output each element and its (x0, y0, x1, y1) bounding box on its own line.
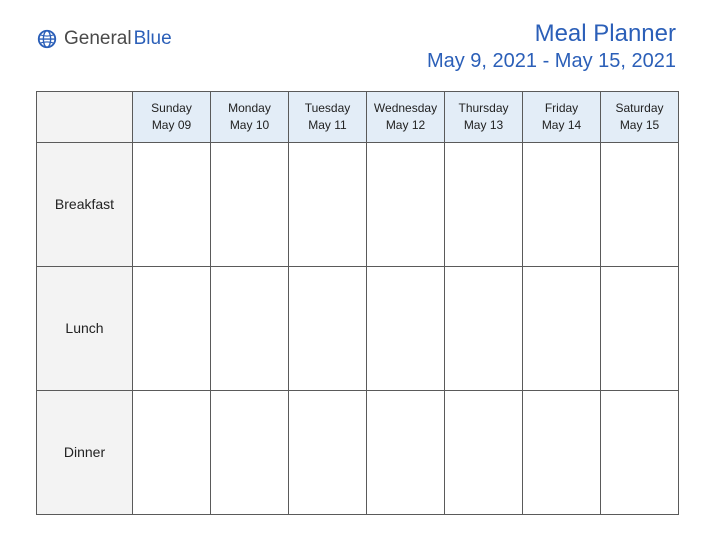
day-name: Tuesday (291, 100, 364, 117)
header: General Blue Meal Planner May 9, 2021 - … (36, 20, 676, 73)
brand-text-general: General (64, 28, 132, 50)
day-date: May 12 (369, 117, 442, 134)
meal-cell[interactable] (601, 142, 679, 266)
meal-cell[interactable] (289, 266, 367, 390)
brand-logo: General Blue (36, 28, 172, 50)
globe-icon (36, 28, 58, 50)
day-header: Monday May 10 (211, 92, 289, 143)
day-name: Wednesday (369, 100, 442, 117)
day-date: May 14 (525, 117, 598, 134)
meal-planner-table: Sunday May 09 Monday May 10 Tuesday May … (36, 91, 679, 515)
meal-cell[interactable] (523, 142, 601, 266)
day-header: Tuesday May 11 (289, 92, 367, 143)
meal-cell[interactable] (289, 390, 367, 514)
day-header: Friday May 14 (523, 92, 601, 143)
day-name: Saturday (603, 100, 676, 117)
meal-row: Breakfast (37, 142, 679, 266)
date-range: May 9, 2021 - May 15, 2021 (427, 50, 676, 73)
meal-cell[interactable] (445, 266, 523, 390)
day-date: May 13 (447, 117, 520, 134)
meal-cell[interactable] (601, 390, 679, 514)
meal-cell[interactable] (133, 142, 211, 266)
day-header: Thursday May 13 (445, 92, 523, 143)
meal-cell[interactable] (601, 266, 679, 390)
day-date: May 10 (213, 117, 286, 134)
meal-row: Lunch (37, 266, 679, 390)
day-header: Saturday May 15 (601, 92, 679, 143)
meal-cell[interactable] (523, 390, 601, 514)
header-row: Sunday May 09 Monday May 10 Tuesday May … (37, 92, 679, 143)
day-header: Sunday May 09 (133, 92, 211, 143)
day-name: Monday (213, 100, 286, 117)
meal-cell[interactable] (367, 390, 445, 514)
meal-cell[interactable] (133, 390, 211, 514)
day-name: Sunday (135, 100, 208, 117)
day-date: May 15 (603, 117, 676, 134)
day-name: Thursday (447, 100, 520, 117)
day-date: May 09 (135, 117, 208, 134)
meal-label: Lunch (37, 266, 133, 390)
meal-cell[interactable] (289, 142, 367, 266)
meal-row: Dinner (37, 390, 679, 514)
meal-cell[interactable] (367, 142, 445, 266)
meal-cell[interactable] (367, 266, 445, 390)
meal-cell[interactable] (211, 390, 289, 514)
day-date: May 11 (291, 117, 364, 134)
meal-label: Dinner (37, 390, 133, 514)
day-header: Wednesday May 12 (367, 92, 445, 143)
meal-cell[interactable] (133, 266, 211, 390)
page-title: Meal Planner (427, 20, 676, 48)
title-block: Meal Planner May 9, 2021 - May 15, 2021 (427, 20, 676, 73)
meal-cell[interactable] (211, 266, 289, 390)
meal-cell[interactable] (445, 390, 523, 514)
meal-label: Breakfast (37, 142, 133, 266)
meal-cell[interactable] (211, 142, 289, 266)
day-name: Friday (525, 100, 598, 117)
meal-cell[interactable] (445, 142, 523, 266)
brand-text-blue: Blue (134, 28, 172, 50)
meal-cell[interactable] (523, 266, 601, 390)
corner-cell (37, 92, 133, 143)
